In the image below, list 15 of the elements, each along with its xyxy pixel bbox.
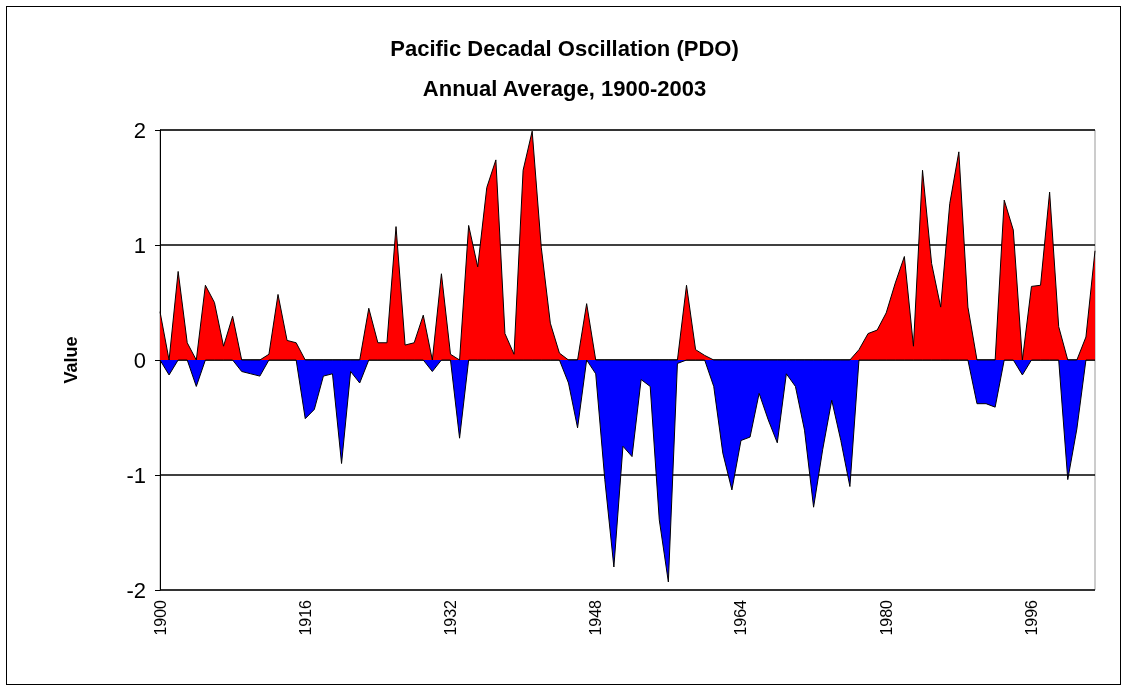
chart-title: Pacific Decadal Oscillation (PDO) [390, 35, 739, 61]
x-tick-label: 1980 [877, 599, 895, 636]
y-tick-label: -2 [126, 577, 146, 603]
y-axis-title: Value [61, 336, 81, 384]
x-tick-label: 1900 [151, 599, 169, 636]
y-tick-label: -1 [126, 462, 146, 488]
chart-subtitle: Annual Average, 1900-2003 [422, 75, 707, 101]
x-tick-label: 1932 [441, 599, 459, 636]
x-tick-label: 1948 [587, 599, 605, 636]
y-tick-label: 0 [133, 347, 146, 373]
y-tick-label: 1 [133, 232, 146, 258]
x-tick-label: 1916 [296, 599, 314, 636]
y-tick-label: 2 [133, 117, 146, 143]
x-tick-label: 1964 [732, 599, 750, 636]
x-tick-label: 1996 [1022, 599, 1040, 636]
